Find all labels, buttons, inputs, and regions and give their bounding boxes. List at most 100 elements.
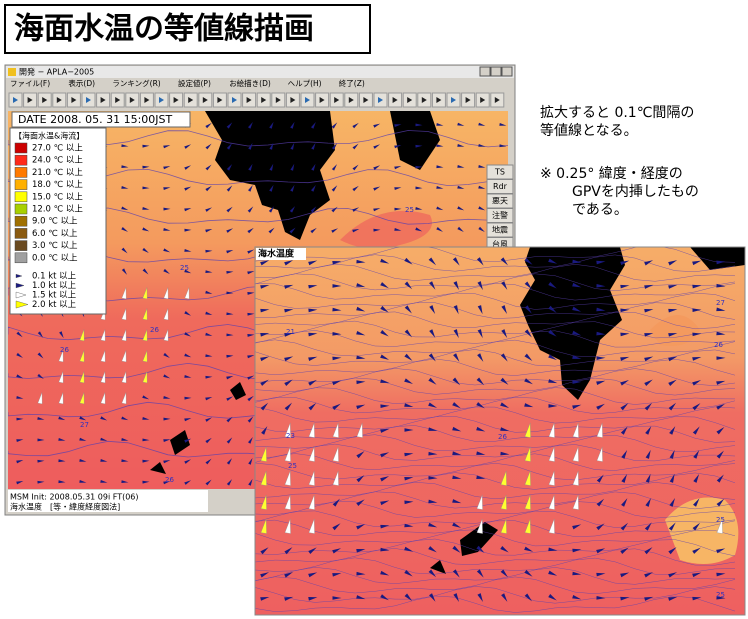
current-arrow	[572, 282, 582, 288]
current-arrow	[716, 498, 725, 507]
current-arrow	[331, 122, 338, 129]
maximize-button[interactable]	[490, 66, 502, 77]
side-button-label[interactable]: 地震	[492, 225, 508, 235]
current-arrow	[332, 573, 342, 577]
current-arrow	[476, 494, 483, 510]
current-arrow	[436, 206, 444, 211]
current-arrow	[16, 331, 23, 338]
current-arrow	[248, 142, 253, 150]
current-arrow	[332, 470, 339, 486]
menu-item[interactable]: ヘルプ(H)	[288, 79, 322, 88]
current-arrow	[58, 438, 66, 441]
current-arrow	[524, 546, 534, 552]
current-arrow	[121, 459, 129, 463]
current-arrow	[428, 257, 437, 266]
current-arrow	[596, 446, 603, 462]
current-arrow	[476, 451, 486, 455]
current-arrow	[310, 206, 317, 213]
close-button[interactable]	[501, 66, 513, 77]
contour-line	[255, 377, 736, 396]
menu-item[interactable]: 終了(Z)	[339, 78, 365, 88]
current-arrow	[572, 594, 582, 600]
current-arrow	[247, 375, 255, 380]
current-arrow	[205, 417, 213, 422]
menu-item[interactable]: 設定値(P)	[178, 78, 211, 88]
current-arrow	[380, 500, 390, 506]
current-arrow	[668, 379, 677, 386]
contour-line	[255, 397, 736, 415]
side-button-label[interactable]: 悪天	[492, 197, 508, 206]
current-arrow	[58, 350, 64, 363]
current-arrow	[572, 422, 579, 438]
current-arrow	[476, 545, 485, 553]
current-arrow	[247, 334, 255, 337]
current-arrow	[596, 403, 605, 410]
toolbar-icon	[217, 97, 223, 103]
current-arrow	[620, 522, 629, 531]
current-arrow	[356, 422, 363, 438]
current-arrow	[248, 163, 253, 171]
legend-swatch	[14, 252, 28, 264]
current-arrow	[163, 187, 171, 191]
current-arrow	[226, 143, 233, 150]
toolbar-icon	[436, 97, 442, 103]
current-arrow	[477, 353, 484, 362]
contour-line	[255, 330, 736, 348]
menu-item[interactable]: ランキング(R)	[112, 78, 160, 88]
current-arrow	[121, 206, 129, 211]
current-arrow	[332, 284, 342, 288]
contour-line	[255, 443, 736, 462]
side-button-label[interactable]: TS	[494, 168, 505, 177]
current-arrow	[669, 426, 676, 435]
current-arrow	[452, 475, 462, 480]
current-arrow	[58, 480, 66, 484]
minimize-button[interactable]	[479, 66, 491, 77]
current-arrow	[644, 572, 654, 578]
current-arrow	[692, 522, 701, 531]
current-arrow	[163, 352, 170, 358]
contour-line	[255, 567, 736, 585]
menu-item[interactable]: ファイル(F)	[10, 79, 50, 88]
current-arrow	[310, 227, 317, 234]
current-arrow	[356, 259, 366, 264]
date-box	[11, 111, 191, 128]
current-arrow	[548, 379, 558, 384]
side-button-label[interactable]: 注警	[492, 210, 508, 220]
current-arrow	[308, 446, 315, 462]
current-arrow	[247, 227, 254, 234]
current-arrow	[501, 281, 508, 290]
side-button-label[interactable]: Rdr	[493, 182, 508, 191]
current-arrow	[79, 392, 85, 405]
current-arrow	[37, 392, 43, 405]
side-button-label[interactable]: 台風	[492, 239, 508, 249]
current-arrow	[205, 164, 212, 171]
current-arrow	[478, 185, 486, 189]
current-arrow	[428, 522, 438, 528]
current-arrow	[620, 596, 630, 601]
menu-item[interactable]: お絵描き(D)	[229, 78, 271, 88]
current-arrow	[716, 427, 725, 435]
current-arrow	[572, 548, 582, 553]
current-arrow	[260, 356, 270, 362]
current-arrow	[404, 546, 414, 552]
current-arrow	[645, 426, 652, 435]
current-arrow	[205, 354, 213, 357]
current-arrow	[477, 281, 483, 291]
current-arrow	[380, 379, 390, 383]
current-arrow	[205, 437, 212, 444]
inset-layer: 21 23 25 26 27 26 25 25	[255, 247, 745, 613]
menu-item[interactable]: 表示(D)	[68, 78, 95, 88]
current-arrow	[452, 499, 462, 504]
current-arrow	[121, 165, 129, 169]
current-arrow	[429, 281, 436, 290]
current-arrow	[572, 494, 579, 510]
contour-line	[255, 311, 736, 330]
current-arrow	[415, 227, 423, 232]
toolbar-icon	[246, 97, 252, 103]
contour-line	[255, 283, 736, 301]
note-line: 拡大すると 0.1℃間隔の	[540, 105, 694, 121]
current-arrow	[548, 329, 557, 337]
current-arrow	[596, 572, 606, 577]
current-arrow	[716, 331, 726, 336]
current-arrow	[453, 329, 459, 339]
